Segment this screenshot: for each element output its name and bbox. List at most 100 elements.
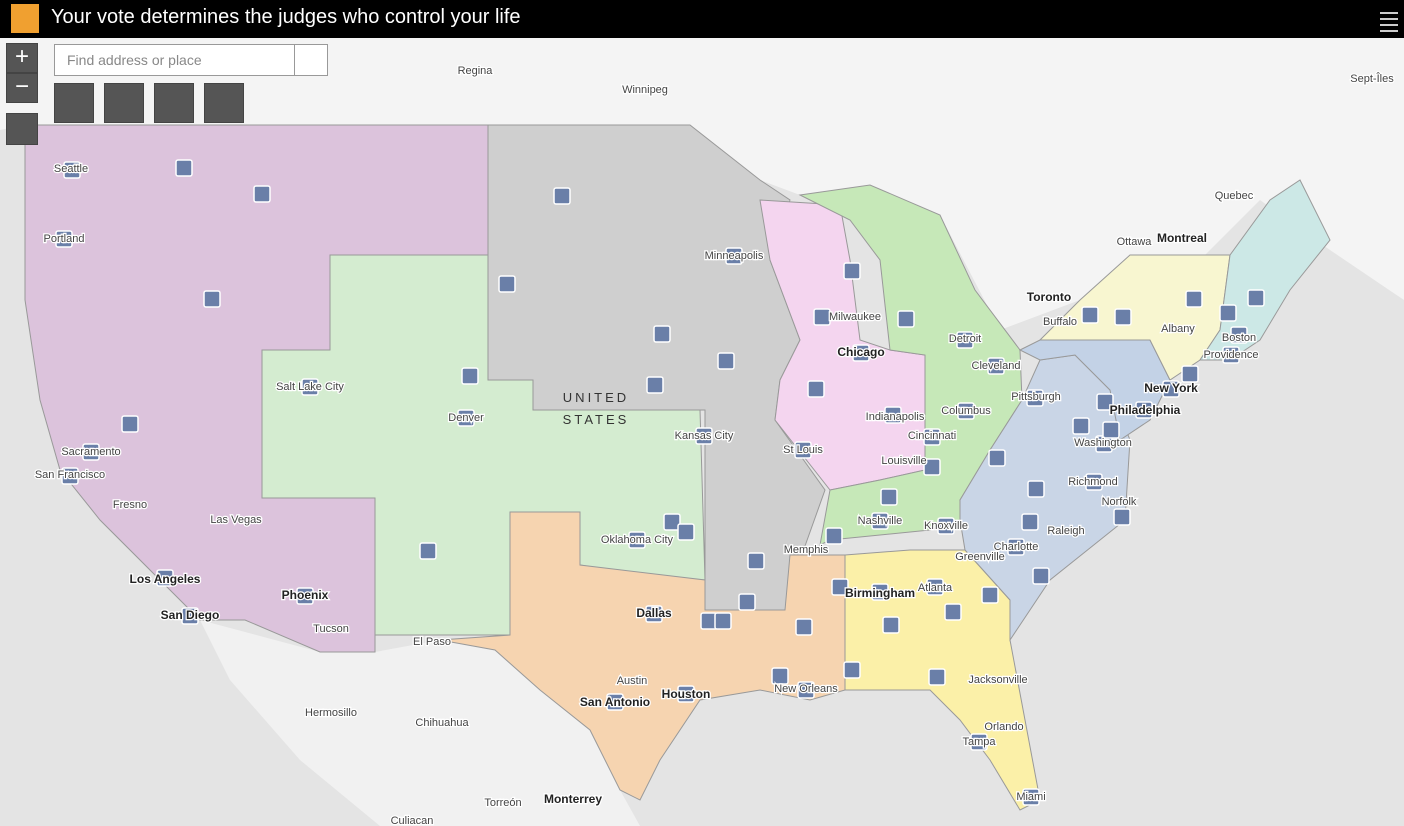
place-label: Sept-Îles: [1350, 72, 1394, 85]
place-label: Ottawa: [1117, 236, 1153, 248]
place-label: Montreal: [1157, 231, 1207, 245]
courthouse-icon: [738, 593, 756, 611]
place-label: New Orleans: [774, 683, 838, 695]
courthouse-icon: [606, 693, 624, 711]
place-label: Seattle: [54, 163, 88, 175]
courthouse-icon: [957, 402, 975, 420]
courthouse-icon: [296, 587, 314, 605]
courthouse-icon: [1081, 306, 1099, 324]
place-label: San Francisco: [35, 469, 105, 481]
courthouse-icon: [1230, 326, 1248, 344]
place-label: Jacksonville: [968, 674, 1027, 686]
share-button[interactable]: [154, 83, 194, 123]
search-input[interactable]: Find address or place: [54, 44, 295, 76]
courthouse-icon: [1102, 421, 1120, 439]
courthouse-icon: [937, 517, 955, 535]
courthouse-icon: [646, 376, 664, 394]
legend-button[interactable]: [54, 83, 94, 123]
courthouse-icon: [825, 527, 843, 545]
courthouse-icon: [61, 467, 79, 485]
place-label: Chihuahua: [415, 717, 469, 729]
courthouse-icon: [1021, 513, 1039, 531]
place-label: San Antonio: [580, 695, 650, 709]
place-label: Atlanta: [918, 582, 953, 594]
place-label: Monterrey: [544, 792, 602, 806]
logo: [11, 4, 39, 33]
place-label: Minneapolis: [705, 250, 764, 262]
courthouse-icon: [897, 310, 915, 328]
courthouse-icon: [988, 449, 1006, 467]
place-label: Kansas City: [675, 430, 734, 442]
place-label: San Diego: [161, 608, 220, 622]
courthouse-icon: [1135, 401, 1153, 419]
place-label: Cincinnati: [908, 430, 956, 442]
info-button[interactable]: [104, 83, 144, 123]
zoom-in[interactable]: +: [6, 43, 38, 73]
place-label: Memphis: [784, 544, 829, 556]
place-label: Detroit: [949, 333, 981, 345]
filter-button[interactable]: [204, 83, 244, 123]
place-label: Denver: [448, 412, 484, 424]
place-label: Knoxville: [924, 520, 968, 532]
courthouse-icon: [55, 230, 73, 248]
courthouse-icon: [882, 616, 900, 634]
place-label: Sacramento: [61, 446, 120, 458]
place-label: Pittsburgh: [1011, 391, 1061, 403]
place-label: Boston: [1222, 332, 1256, 344]
map[interactable]: Regina Winnipeg Sept-Îles Quebec Montreal Ott…: [0, 38, 1404, 826]
place-label: Norfolk: [1102, 496, 1137, 508]
courthouse-icon: [981, 586, 999, 604]
place-label: Richmond: [1068, 476, 1118, 488]
place-label: STATES: [563, 412, 630, 427]
courthouse-icon: [156, 569, 174, 587]
place-label: Culiacan: [391, 815, 434, 826]
courthouse-icon: [852, 344, 870, 362]
courthouse-icon: [1096, 393, 1114, 411]
place-labels: Regina Winnipeg Sept-Îles Quebec Montreal Ott…: [34, 64, 1396, 826]
place-label: Los Angeles: [130, 572, 201, 586]
courthouse-icon: [987, 357, 1005, 375]
courthouse-icon: [653, 325, 671, 343]
courthouse-icon: [923, 458, 941, 476]
menu-button[interactable]: [1374, 8, 1398, 32]
courthouse-icon: [63, 161, 81, 179]
courthouse-icon: [725, 247, 743, 265]
courthouse-icon: [663, 513, 681, 531]
home-button[interactable]: [6, 113, 38, 145]
fifth-circuit[interactable]: [439, 511, 846, 801]
courthouse-icon: [121, 415, 139, 433]
courthouse-icon: [695, 427, 713, 445]
courthouse-icon: [880, 488, 898, 506]
place-label: Quebec: [1215, 190, 1254, 202]
place-label: Phoenix: [282, 588, 329, 602]
place-label: Tampa: [962, 736, 996, 748]
eighth-circuit[interactable]: [487, 124, 826, 611]
place-label: Milwaukee: [829, 311, 881, 323]
search-button[interactable]: [294, 44, 328, 76]
place-label: Buffalo: [1043, 316, 1077, 328]
courthouse-icon: [1007, 538, 1025, 556]
courthouse-icon: [923, 428, 941, 446]
zoom-out[interactable]: −: [6, 73, 38, 103]
courthouse-icon: [794, 441, 812, 459]
courthouse-icon: [1181, 365, 1199, 383]
place-label: UNITED: [563, 390, 629, 405]
place-label: Providence: [1203, 349, 1258, 361]
courthouse-icon: [301, 378, 319, 396]
place-label: Salt Lake City: [276, 381, 344, 393]
sixth-circuit[interactable]: [798, 184, 1023, 546]
courthouse-icon: [181, 607, 199, 625]
place-label: Hermosillo: [305, 707, 357, 719]
place-label: Birmingham: [845, 586, 915, 600]
courthouse-icon: [747, 552, 765, 570]
place-label: Dallas: [636, 606, 672, 620]
place-label: Albany: [1161, 323, 1195, 335]
place-label: Nashville: [858, 515, 903, 527]
courthouse-icon: [714, 612, 732, 630]
courthouse-icon: [419, 542, 437, 560]
courthouse-icon: [1113, 508, 1131, 526]
courthouse-icon: [1027, 480, 1045, 498]
courthouse-icon: [795, 618, 813, 636]
place-label: Indianapolis: [866, 411, 925, 423]
courthouse-icon: [771, 667, 789, 685]
